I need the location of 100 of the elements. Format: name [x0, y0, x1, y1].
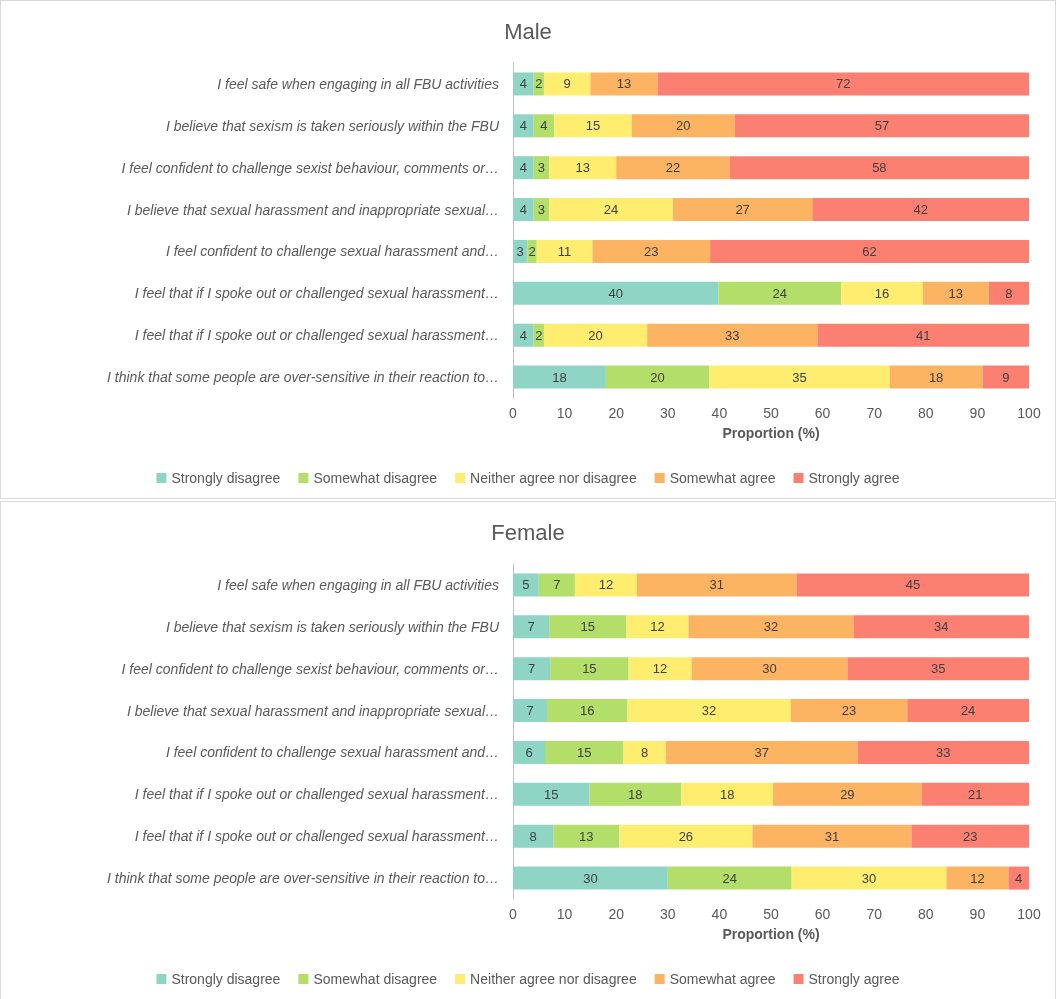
y-tick-label: I believe that sexual harassment and inappropriate sexual… — [127, 201, 499, 218]
legend-label: Somewhat disagree — [313, 971, 438, 987]
data-label: 9 — [1002, 369, 1010, 385]
bar — [1008, 866, 1029, 890]
x-tick-label: 100 — [1017, 405, 1041, 421]
bar — [544, 740, 624, 764]
bar — [592, 239, 711, 263]
legend-label: Strongly agree — [808, 971, 900, 987]
x-tick-label: 20 — [608, 906, 625, 922]
bar — [857, 740, 1029, 764]
chart-title: Female — [491, 519, 565, 545]
bar — [853, 615, 1029, 639]
legend-label: Somewhat agree — [669, 971, 776, 987]
bar — [513, 657, 551, 681]
bar — [907, 699, 1029, 723]
bar — [688, 615, 854, 639]
bar — [773, 782, 922, 806]
x-tick-label: 70 — [866, 906, 883, 922]
bar — [628, 657, 692, 681]
legend-label: Somewhat disagree — [313, 470, 438, 486]
legend-label: Neither agree nor disagree — [470, 971, 637, 987]
data-label: 35 — [792, 369, 807, 385]
bar — [790, 699, 908, 723]
data-label: 12 — [970, 870, 985, 886]
data-label: 2 — [528, 243, 536, 259]
data-label: 40 — [608, 285, 623, 301]
data-label: 7 — [527, 661, 536, 677]
data-label: 4 — [1015, 870, 1023, 886]
data-label: 23 — [644, 243, 659, 259]
bar — [752, 824, 912, 848]
bar — [911, 824, 1029, 848]
y-tick-label: I think that some people are over-sensitive in their reaction to… — [107, 369, 499, 386]
x-tick-label: 50 — [763, 906, 779, 922]
bar — [513, 866, 668, 890]
bar — [549, 198, 673, 222]
data-label: 27 — [735, 202, 750, 218]
data-label: 35 — [930, 661, 946, 677]
data-label: 20 — [676, 118, 691, 134]
data-label: 32 — [701, 703, 717, 719]
data-label: 4 — [519, 118, 527, 134]
data-label: 24 — [772, 285, 788, 301]
data-label: 30 — [762, 661, 777, 677]
bar — [553, 824, 620, 848]
data-label: 4 — [540, 118, 548, 134]
bar — [543, 323, 648, 347]
data-label: 18 — [628, 786, 643, 802]
bar — [513, 824, 554, 848]
x-tick-label: 0 — [509, 906, 518, 922]
x-tick-label: 10 — [556, 906, 573, 922]
data-label: 4 — [519, 76, 527, 92]
data-label: 45 — [905, 577, 921, 593]
bar — [527, 239, 537, 263]
bar — [513, 740, 545, 764]
x-tick-label: 30 — [660, 906, 676, 922]
data-label: 29 — [840, 786, 855, 802]
data-label: 15 — [580, 619, 596, 635]
bar — [513, 573, 539, 597]
data-label: 32 — [763, 619, 779, 635]
y-tick-label: I believe that sexism is taken seriously within the FBU — [165, 618, 500, 635]
bar — [554, 114, 632, 138]
data-label: 62 — [862, 243, 877, 259]
bar — [543, 72, 591, 96]
x-tick-label: 40 — [711, 906, 728, 922]
data-label: 12 — [598, 577, 614, 593]
data-label: 15 — [543, 786, 559, 802]
data-label: 15 — [582, 661, 597, 677]
data-label: 42 — [913, 202, 928, 218]
bar — [513, 198, 534, 222]
data-label: 7 — [553, 577, 561, 593]
x-tick-label: 100 — [1017, 906, 1041, 922]
data-label: 18 — [552, 369, 567, 385]
data-label: 11 — [557, 243, 572, 259]
bar — [718, 281, 842, 305]
data-label: 8 — [529, 828, 537, 844]
data-label: 6 — [525, 744, 533, 760]
data-label: 2 — [535, 76, 543, 92]
data-label: 4 — [519, 202, 527, 218]
bar — [812, 198, 1029, 222]
bar — [672, 198, 813, 222]
data-label: 7 — [527, 619, 535, 635]
data-label: 31 — [709, 577, 725, 593]
bar — [734, 114, 1029, 138]
bar — [513, 782, 590, 806]
data-label: 20 — [650, 369, 665, 385]
data-label: 12 — [652, 661, 668, 677]
legend-label: Strongly disagree — [171, 470, 281, 486]
x-tick-label: 30 — [660, 405, 676, 421]
data-label: 18 — [719, 786, 735, 802]
x-tick-label: 60 — [814, 405, 831, 421]
bar — [665, 740, 858, 764]
bar — [988, 281, 1029, 305]
data-label: 23 — [962, 828, 978, 844]
bar — [513, 615, 550, 639]
bar — [513, 281, 719, 305]
legend-label: Neither agree nor disagree — [470, 470, 637, 486]
y-tick-label: I think that some people are over-sensitive in their reaction to… — [107, 870, 499, 887]
bar — [547, 699, 628, 723]
y-tick-label: I feel confident to challenge sexist behaviour, comments or… — [121, 159, 499, 176]
data-label: 58 — [872, 160, 887, 176]
x-tick-label: 40 — [711, 405, 728, 421]
